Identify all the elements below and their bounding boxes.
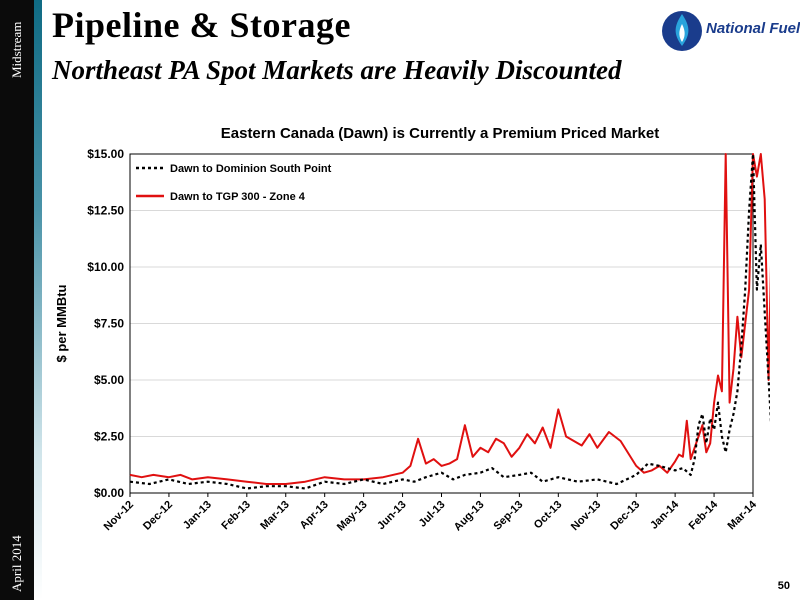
- x-tick-label: May-13: [335, 499, 370, 534]
- sidebar-accent-stripe: [34, 0, 42, 600]
- logo-text: National Fuel: [706, 20, 800, 37]
- x-tick-label: Mar-14: [726, 498, 760, 532]
- chart-grid: [130, 153, 753, 494]
- sidebar-label-top: Midstream: [9, 21, 24, 78]
- legend-label: Dawn to Dominion South Point: [170, 163, 332, 175]
- price-chart: Eastern Canada (Dawn) is Currently a Pre…: [54, 125, 770, 533]
- sidebar-label-bottom: April 2014: [9, 535, 24, 592]
- x-tick-label: Feb-13: [219, 499, 253, 533]
- y-tick-label: $12.50: [87, 204, 124, 218]
- page-number: 50: [777, 580, 790, 592]
- x-tick-label: Oct-13: [532, 499, 565, 532]
- x-tick-label: Nov-12: [102, 499, 136, 533]
- chart-series: [129, 152, 770, 490]
- x-tick-label: Sep-13: [491, 499, 525, 533]
- x-tick-label: Feb-14: [687, 498, 721, 532]
- x-tick-label: Mar-13: [258, 499, 292, 533]
- company-logo: National Fuel: [660, 8, 800, 54]
- flame-icon: [662, 11, 702, 51]
- page-subtitle: Northeast PA Spot Markets are Heavily Di…: [52, 55, 622, 85]
- y-axis: $0.00 $2.50 $5.00 $7.50 $10.00 $12.50 $15.00: [87, 147, 124, 500]
- x-tick-label: Aug-13: [452, 499, 487, 534]
- x-tick-label: Dec-12: [141, 499, 175, 533]
- x-tick-label: Jun-13: [375, 499, 409, 533]
- sidebar: [0, 0, 34, 600]
- chart-title: Eastern Canada (Dawn) is Currently a Pre…: [221, 125, 659, 142]
- page-title: Pipeline & Storage: [52, 5, 351, 45]
- x-tick-label: Jul-13: [417, 499, 448, 530]
- x-tick-label: Jan-14: [648, 498, 682, 532]
- y-tick-label: $7.50: [94, 317, 124, 331]
- series-dawn-tgp-line: [129, 153, 770, 485]
- y-tick-label: $10.00: [87, 260, 124, 274]
- chart-legend: Dawn to Dominion South Point Dawn to TGP …: [136, 163, 332, 203]
- y-tick-label: $2.50: [94, 430, 124, 444]
- x-tick-label: Apr-13: [298, 499, 331, 532]
- x-tick-label: Dec-13: [608, 499, 642, 533]
- y-tick-label: $15.00: [87, 147, 124, 161]
- x-tick-label: Nov-13: [569, 499, 603, 533]
- y-axis-label: $ per MMBtu: [54, 284, 69, 362]
- series-dawn-dominion-line: [129, 152, 770, 490]
- x-tick-label: Jan-13: [181, 499, 214, 532]
- x-axis: Nov-12 Dec-12 Jan-13 Feb-13 Mar-13 Apr-13 May-…: [102, 493, 760, 533]
- y-tick-label: $5.00: [94, 373, 124, 387]
- legend-label: Dawn to TGP 300 - Zone 4: [170, 191, 306, 203]
- y-tick-label: $0.00: [94, 486, 124, 500]
